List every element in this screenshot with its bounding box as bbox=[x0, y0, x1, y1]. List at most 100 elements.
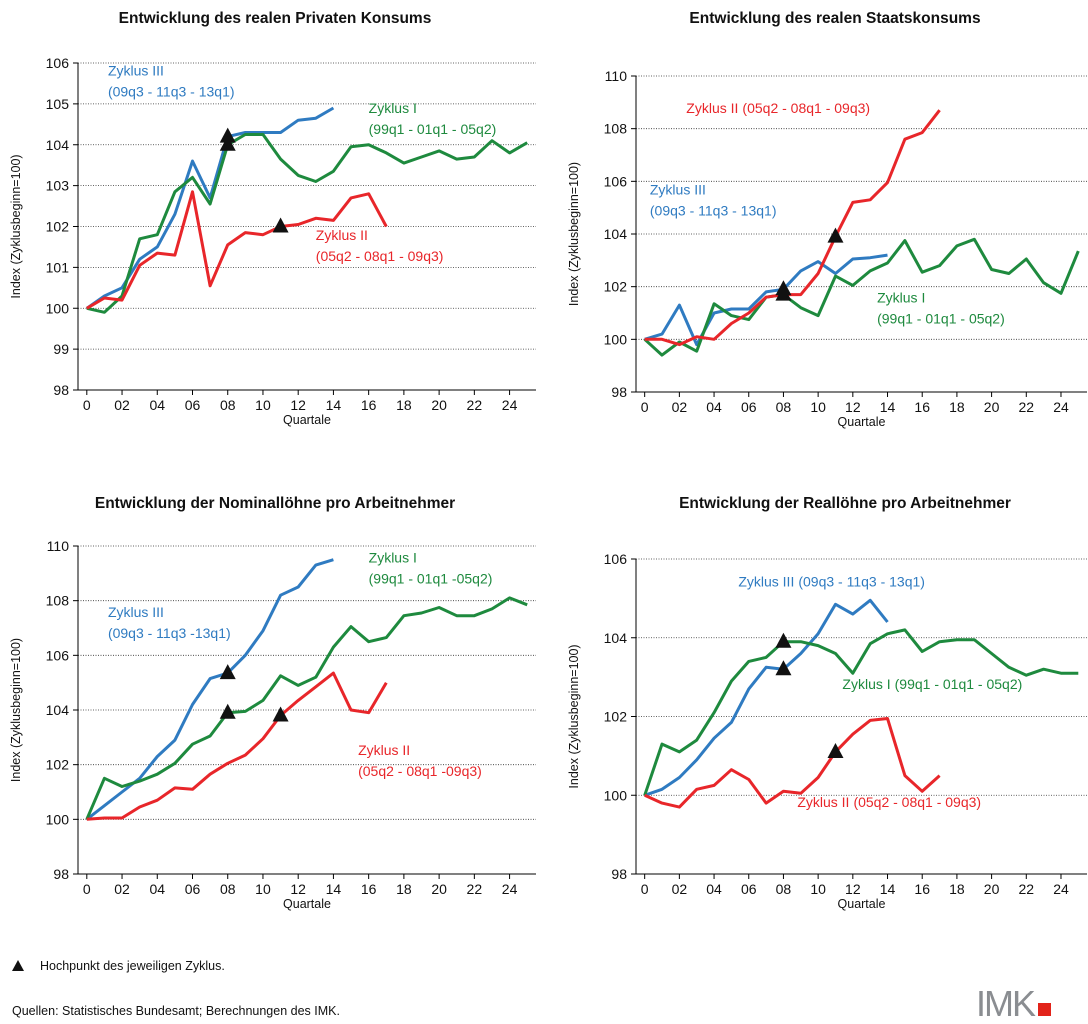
series-line bbox=[644, 109, 941, 347]
y-tick-label: 101 bbox=[46, 259, 70, 275]
x-tick-label: 22 bbox=[1018, 399, 1034, 415]
x-tick-label: 02 bbox=[114, 397, 130, 413]
peak-marker bbox=[272, 217, 289, 233]
x-tick-label: 04 bbox=[149, 881, 165, 897]
x-tick-label: 0 bbox=[83, 397, 91, 413]
x-axis-label: Quartale bbox=[838, 415, 886, 429]
x-tick-label: 24 bbox=[502, 397, 518, 413]
x-tick-label: 22 bbox=[1018, 881, 1034, 897]
x-tick-label: 14 bbox=[326, 397, 342, 413]
chart-title: Entwicklung des realen Staatskonsums bbox=[689, 10, 980, 27]
x-tick-label: 02 bbox=[114, 881, 130, 897]
peak-marker bbox=[219, 135, 236, 151]
series-period: (09q3 - 11q3 - 13q1) bbox=[798, 574, 925, 590]
x-tick-label: 22 bbox=[467, 397, 483, 413]
x-tick-label: 0 bbox=[641, 399, 649, 415]
peak-marker bbox=[775, 285, 792, 301]
x-tick-label: 16 bbox=[914, 881, 930, 897]
y-tick-label: 98 bbox=[611, 866, 627, 882]
series-line bbox=[644, 598, 889, 797]
series-label: Zyklus III (09q3 - 11q3 - 13q1) bbox=[108, 62, 235, 99]
chart-title: Entwicklung der Nominallöhne pro Arbeitn… bbox=[95, 495, 455, 512]
chart-title: Entwicklung des realen Privaten Konsums bbox=[119, 10, 432, 27]
series-label: Zyklus III (09q3 - 11q3 - 13q1) bbox=[738, 574, 925, 590]
y-tick-label: 110 bbox=[605, 68, 628, 84]
series-label: Zyklus II (05q2 - 08q1 - 09q3) bbox=[316, 227, 444, 264]
footnote: Hochpunkt des jeweiligen Zyklus. bbox=[40, 959, 225, 973]
x-tick-label: 16 bbox=[361, 397, 377, 413]
series-name: Zyklus II bbox=[316, 227, 368, 243]
series-line bbox=[643, 237, 1080, 357]
y-axis-label: Index (Zyklusbeginn=100) bbox=[567, 644, 581, 788]
series-period: (09q3 - 11q3 - 13q1) bbox=[108, 83, 235, 99]
x-tick-label: 04 bbox=[706, 399, 722, 415]
series-period: (05q2 - 08q1 - 09q3) bbox=[316, 248, 444, 264]
y-tick-label: 106 bbox=[46, 55, 70, 71]
y-tick-label: 106 bbox=[604, 173, 628, 189]
series-name: Zyklus I bbox=[369, 549, 417, 565]
series-label: Zyklus III (09q3 - 11q3 - 13q1) bbox=[650, 182, 777, 219]
logo-square bbox=[1038, 1003, 1051, 1016]
y-tick-label: 102 bbox=[604, 279, 628, 295]
y-tick-label: 98 bbox=[611, 384, 627, 400]
x-tick-label: 24 bbox=[1053, 399, 1069, 415]
x-tick-label: 18 bbox=[396, 881, 412, 897]
x-tick-label: 18 bbox=[949, 881, 965, 897]
y-tick-label: 106 bbox=[46, 647, 70, 663]
x-tick-label: 18 bbox=[949, 399, 965, 415]
x-tick-label: 12 bbox=[290, 397, 306, 413]
x-tick-label: 10 bbox=[810, 881, 826, 897]
series-line bbox=[643, 628, 1079, 796]
x-tick-label: 20 bbox=[431, 881, 447, 897]
y-tick-label: 104 bbox=[46, 702, 70, 718]
peak-marker bbox=[219, 664, 236, 680]
x-tick-label: 02 bbox=[672, 399, 688, 415]
x-tick-label: 20 bbox=[984, 399, 1000, 415]
series-label: Zyklus III (09q3 - 11q3 -13q1) bbox=[108, 604, 231, 641]
series-line bbox=[86, 671, 388, 821]
series-label: Zyklus II (05q2 - 08q1 - 09q3) bbox=[686, 100, 870, 116]
y-axis-label: Index (Zyklusbeginn=100) bbox=[9, 638, 23, 782]
y-tick-label: 99 bbox=[53, 341, 69, 357]
series-label: Zyklus II (05q2 - 08q1 - 09q3) bbox=[797, 794, 981, 810]
y-tick-label: 108 bbox=[604, 121, 628, 137]
x-tick-label: 04 bbox=[149, 397, 165, 413]
x-tick-label: 0 bbox=[83, 881, 91, 897]
x-tick-label: 08 bbox=[220, 881, 236, 897]
peak-marker bbox=[272, 706, 289, 722]
x-tick-label: 24 bbox=[502, 881, 518, 897]
x-tick-label: 24 bbox=[1053, 881, 1069, 897]
x-tick-label: 06 bbox=[741, 399, 757, 415]
series-period: (09q3 - 11q3 -13q1) bbox=[108, 625, 231, 641]
x-tick-label: 16 bbox=[914, 399, 930, 415]
series-name: Zyklus III bbox=[650, 182, 706, 198]
x-tick-label: 10 bbox=[255, 397, 271, 413]
x-tick-label: 06 bbox=[741, 881, 757, 897]
y-tick-label: 103 bbox=[46, 178, 70, 194]
series-name: Zyklus II bbox=[797, 794, 849, 810]
series-period: (99q1 - 01q1 - 05q2) bbox=[369, 121, 497, 137]
series-period: (99q1 - 01q1 - 05q2) bbox=[877, 310, 1005, 326]
peak-marker bbox=[219, 127, 236, 143]
y-tick-label: 100 bbox=[46, 300, 70, 316]
series-period: (99q1 - 01q1 -05q2) bbox=[369, 570, 493, 586]
series-label: Zyklus II (05q2 - 08q1 -09q3) bbox=[358, 742, 482, 779]
y-axis-label: Index (Zyklusbeginn=100) bbox=[567, 162, 581, 306]
y-tick-label: 105 bbox=[46, 96, 70, 112]
peak-marker bbox=[827, 227, 844, 243]
series-label: Zyklus I (99q1 - 01q1 - 05q2) bbox=[877, 289, 1005, 326]
series-period: (05q2 - 08q1 - 09q3) bbox=[742, 100, 870, 116]
logo: IMK bbox=[976, 983, 1036, 1024]
y-tick-label: 100 bbox=[604, 331, 628, 347]
peak-legend-marker bbox=[12, 960, 24, 971]
x-tick-label: 14 bbox=[880, 881, 896, 897]
x-tick-label: 16 bbox=[361, 881, 377, 897]
series-name: Zyklus I bbox=[877, 289, 925, 305]
x-tick-label: 04 bbox=[706, 881, 722, 897]
series-period: (99q1 - 01q1 - 05q2) bbox=[895, 676, 1023, 692]
x-tick-label: 08 bbox=[776, 881, 792, 897]
series-line bbox=[85, 558, 334, 821]
y-tick-label: 110 bbox=[47, 538, 70, 554]
x-tick-label: 06 bbox=[185, 397, 201, 413]
x-axis-label: Quartale bbox=[283, 413, 331, 427]
